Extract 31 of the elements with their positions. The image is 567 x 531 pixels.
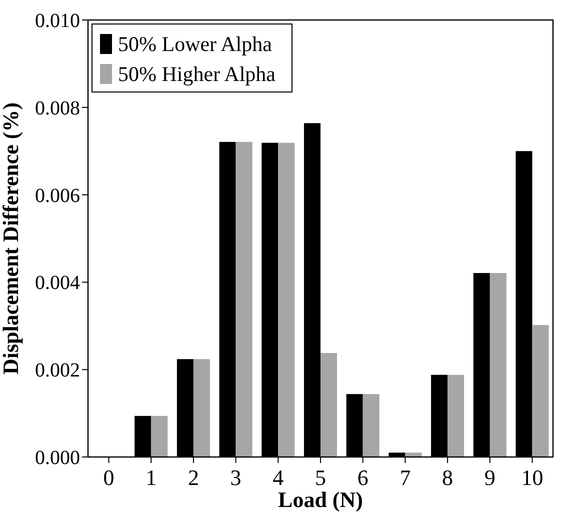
x-tick-label: 8 [442, 465, 454, 490]
bar [532, 325, 549, 457]
bar [193, 359, 210, 457]
legend-label: 50% Higher Alpha [118, 62, 276, 86]
bar [490, 273, 506, 457]
bar [362, 394, 380, 457]
bar [405, 452, 422, 457]
y-axis-title: Displacement Difference (%) [0, 102, 23, 375]
bar [278, 142, 295, 457]
legend-label: 50% Lower Alpha [118, 32, 273, 56]
x-tick-label: 1 [146, 465, 157, 490]
x-tick-label: 0 [103, 465, 114, 490]
x-tick-label: 6 [357, 465, 368, 490]
x-tick-label: 10 [521, 465, 544, 490]
bar [448, 374, 464, 457]
x-tick-label: 4 [272, 465, 284, 490]
x-tick-label: 5 [315, 465, 326, 490]
y-tick-label: 0.006 [35, 184, 80, 207]
x-tick-label: 7 [400, 465, 411, 490]
y-tick-label: 0.002 [35, 360, 80, 382]
x-tick-label: 3 [230, 465, 242, 490]
bar [236, 142, 252, 457]
y-tick-label: 0.004 [35, 272, 80, 294]
y-tick-label: 0.008 [35, 97, 80, 120]
x-axis-title: Load (N) [278, 487, 363, 512]
y-tick-label: 0.000 [35, 447, 80, 469]
x-tick-label: 9 [484, 465, 496, 490]
y-tick-label: 0.010 [35, 10, 80, 32]
x-tick-label: 2 [188, 465, 199, 490]
bar [151, 416, 168, 457]
bar [320, 352, 338, 457]
